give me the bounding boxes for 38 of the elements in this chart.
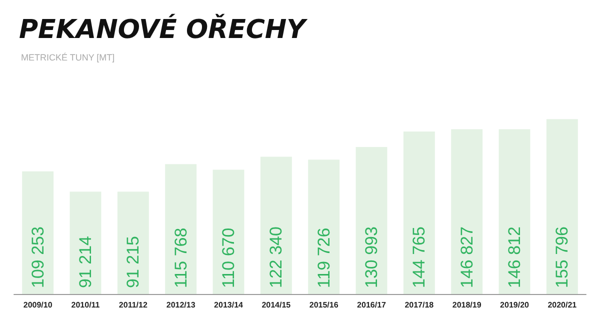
data-label: 110 670 bbox=[219, 228, 238, 288]
x-tick-label: 2016/17 bbox=[357, 300, 387, 310]
data-label: 91 215 bbox=[124, 236, 143, 288]
data-label: 144 765 bbox=[410, 226, 429, 288]
bar bbox=[451, 129, 483, 294]
bar bbox=[117, 192, 149, 294]
data-label: 146 827 bbox=[457, 226, 476, 288]
bar bbox=[403, 132, 435, 294]
data-label: 115 768 bbox=[171, 228, 190, 288]
bar bbox=[308, 160, 340, 294]
data-label: 146 812 bbox=[505, 226, 524, 288]
x-tick-label: 2010/11 bbox=[71, 300, 100, 310]
chart-subtitle: METRICKÉ TUNY [MT] bbox=[21, 52, 115, 62]
x-tick-label: 2014/15 bbox=[262, 300, 292, 310]
x-tick-label: 2019/20 bbox=[500, 300, 530, 310]
bar bbox=[260, 156, 292, 294]
x-tick-label: 2011/12 bbox=[118, 300, 148, 310]
bar bbox=[212, 170, 244, 294]
data-label: 122 340 bbox=[266, 226, 286, 288]
bar bbox=[70, 192, 102, 294]
bar bbox=[22, 171, 54, 294]
data-label: 119 726 bbox=[314, 228, 334, 288]
chart-title: PEKANOVÉ OŘECHY bbox=[19, 13, 309, 45]
bar bbox=[546, 119, 578, 294]
bar bbox=[356, 146, 388, 294]
data-label: 130 993 bbox=[362, 226, 381, 288]
x-tick-label: 2015/16 bbox=[309, 300, 339, 310]
x-tick-label: 2012/13 bbox=[166, 300, 196, 310]
bar bbox=[498, 129, 530, 294]
data-label: 155 796 bbox=[552, 226, 572, 288]
bar bbox=[165, 164, 197, 294]
data-label: 109 253 bbox=[28, 226, 48, 288]
x-tick-label: 2013/14 bbox=[214, 300, 244, 310]
x-tick-label: 2020/21 bbox=[548, 300, 578, 310]
x-tick-label: 2018/19 bbox=[452, 300, 482, 310]
data-label: 91 214 bbox=[76, 236, 95, 288]
x-tick-label: 2009/10 bbox=[23, 300, 53, 310]
x-tick-label: 2017/18 bbox=[404, 300, 434, 310]
